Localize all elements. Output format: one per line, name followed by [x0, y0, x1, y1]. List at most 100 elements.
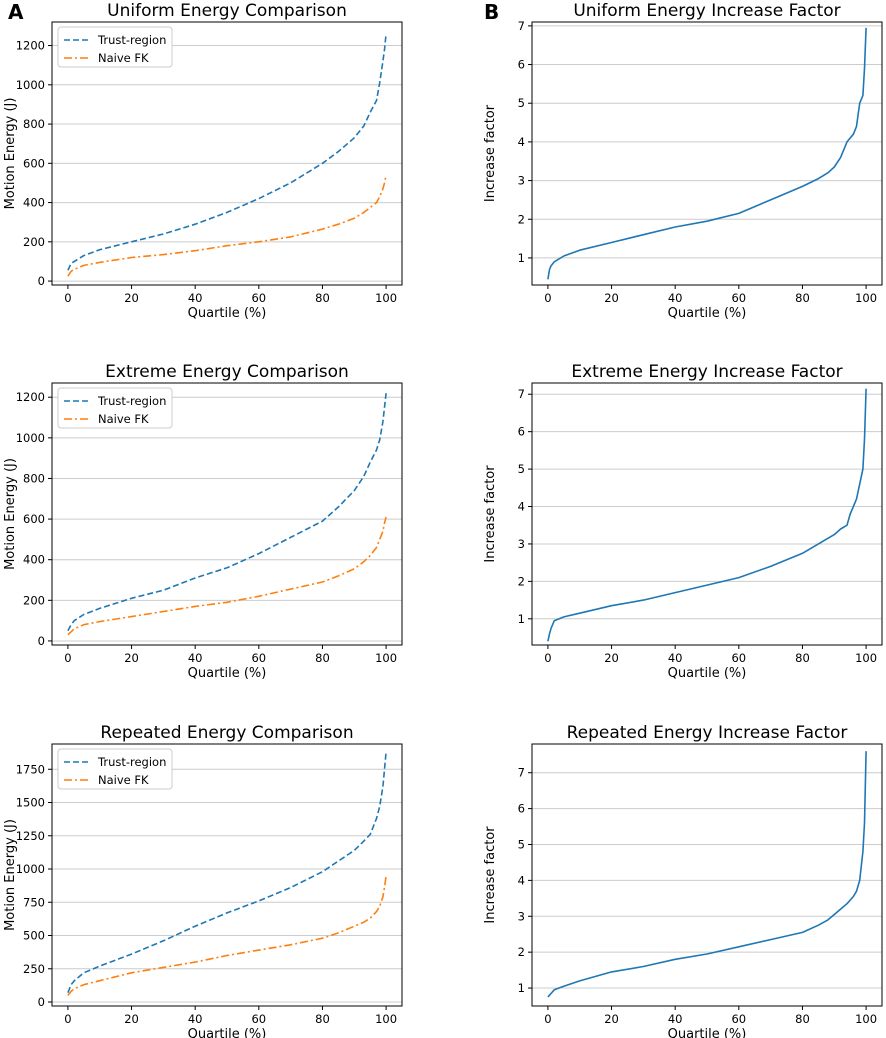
y-tick-label: 500 [23, 929, 45, 943]
chart-uniform-factor: Uniform Energy Increase Factor 0 20 40 60 80 1… [483, 1, 883, 321]
naive-fk-line [67, 875, 387, 996]
x-axis-label: Quartile (%) [188, 666, 267, 681]
x-tick-label: 80 [315, 651, 330, 665]
legend-box [57, 748, 173, 790]
y-tick-label: 4 [518, 135, 525, 149]
x-axis-label: Quartile (%) [668, 1027, 747, 1038]
y-tick-label: 1200 [16, 39, 45, 53]
y-tick-label: 6 [518, 425, 525, 439]
y-tick-label: 7 [518, 387, 525, 401]
y-tick-label: 1750 [16, 762, 45, 776]
trust-region-line [67, 33, 387, 271]
x-tick-label: 60 [731, 651, 746, 665]
y-tick-label: 750 [23, 895, 45, 909]
x-tick-label: 20 [124, 651, 139, 665]
y-tick-label: 800 [23, 117, 45, 131]
x-axis-label: Quartile (%) [188, 1027, 267, 1038]
x-tick-label: 60 [731, 1012, 746, 1026]
chart-title: Extreme Energy Comparison [105, 362, 349, 382]
y-tick-label: 3 [518, 909, 525, 923]
panel-letter-b: B [484, 0, 499, 24]
legend-label: Trust-region [97, 755, 166, 769]
y-tick-label: 400 [23, 553, 45, 567]
y-tick-label: 6 [518, 58, 525, 72]
y-tick-label: 1000 [16, 78, 45, 92]
x-tick-label: 100 [375, 291, 397, 305]
y-tick-label: 2 [518, 574, 525, 588]
x-tick-label: 20 [124, 1012, 139, 1026]
legend: Trust-region Naive FK [57, 748, 173, 790]
x-tick-label: 40 [188, 1012, 203, 1026]
legend-label: Naive FK [98, 773, 149, 787]
x-tick-label: 40 [668, 651, 683, 665]
x-tick-label: 80 [315, 291, 330, 305]
plot-frame [51, 21, 403, 286]
increase-factor-line [547, 27, 867, 280]
y-tick-label: 200 [23, 593, 45, 607]
x-tick-label: 100 [855, 1012, 877, 1026]
y-axis-label: Increase factor [483, 826, 498, 924]
trust-region-line [67, 751, 387, 993]
y-tick-label: 5 [518, 462, 525, 476]
legend-label: Trust-region [97, 394, 166, 408]
x-tick-label: 0 [544, 291, 551, 305]
y-tick-label: 3 [518, 174, 525, 188]
y-tick-label: 0 [38, 274, 45, 288]
y-tick-label: 1500 [16, 796, 45, 810]
x-tick-label: 0 [64, 651, 71, 665]
y-tick-label: 600 [23, 156, 45, 170]
x-tick-label: 0 [64, 291, 71, 305]
y-tick-label: 1 [518, 251, 525, 265]
plot-frame [531, 21, 883, 286]
x-tick-label: 0 [544, 651, 551, 665]
x-axis-label: Quartile (%) [188, 306, 267, 321]
y-tick-label: 1 [518, 981, 525, 995]
x-tick-label: 0 [64, 1012, 71, 1026]
y-axis-label: Motion Energy (J) [3, 98, 18, 210]
x-tick-label: 20 [604, 291, 619, 305]
y-tick-label: 1200 [16, 390, 45, 404]
x-tick-label: 60 [731, 291, 746, 305]
y-tick-label: 400 [23, 196, 45, 210]
x-tick-label: 80 [795, 1012, 810, 1026]
y-tick-label: 1000 [16, 431, 45, 445]
y-axis-label: Motion Energy (J) [3, 458, 18, 570]
x-tick-label: 40 [668, 291, 683, 305]
x-tick-label: 40 [188, 291, 203, 305]
y-tick-label: 200 [23, 235, 45, 249]
x-tick-label: 80 [315, 1012, 330, 1026]
y-tick-label: 2 [518, 212, 525, 226]
x-tick-label: 20 [604, 1012, 619, 1026]
x-tick-label: 80 [795, 291, 810, 305]
y-tick-label: 1 [518, 612, 525, 626]
x-axis-label: Quartile (%) [668, 306, 747, 321]
panel-letter-a: A [8, 0, 24, 24]
x-tick-label: 0 [544, 1012, 551, 1026]
legend-label: Naive FK [98, 51, 149, 65]
y-tick-label: 800 [23, 471, 45, 485]
y-tick-label: 4 [518, 500, 525, 514]
legend: Trust-region Naive FK [57, 26, 173, 68]
increase-factor-line [547, 388, 867, 642]
naive-fk-line [67, 174, 387, 277]
y-tick-label: 2 [518, 945, 525, 959]
x-tick-label: 40 [188, 651, 203, 665]
chart-title: Extreme Energy Increase Factor [571, 362, 842, 382]
x-tick-label: 40 [668, 1012, 683, 1026]
increase-factor-line [547, 751, 867, 998]
y-tick-label: 0 [38, 634, 45, 648]
legend-label: Naive FK [98, 412, 149, 426]
y-tick-label: 7 [518, 19, 525, 33]
y-tick-label: 600 [23, 512, 45, 526]
legend-label: Trust-region [97, 33, 166, 47]
legend: Trust-region Naive FK [57, 387, 173, 429]
x-tick-label: 100 [855, 651, 877, 665]
plot-frame [51, 743, 403, 1007]
x-tick-label: 60 [251, 291, 266, 305]
chart-title: Uniform Energy Increase Factor [573, 1, 840, 21]
legend-box [57, 26, 173, 68]
y-tick-label: 1250 [16, 829, 45, 843]
